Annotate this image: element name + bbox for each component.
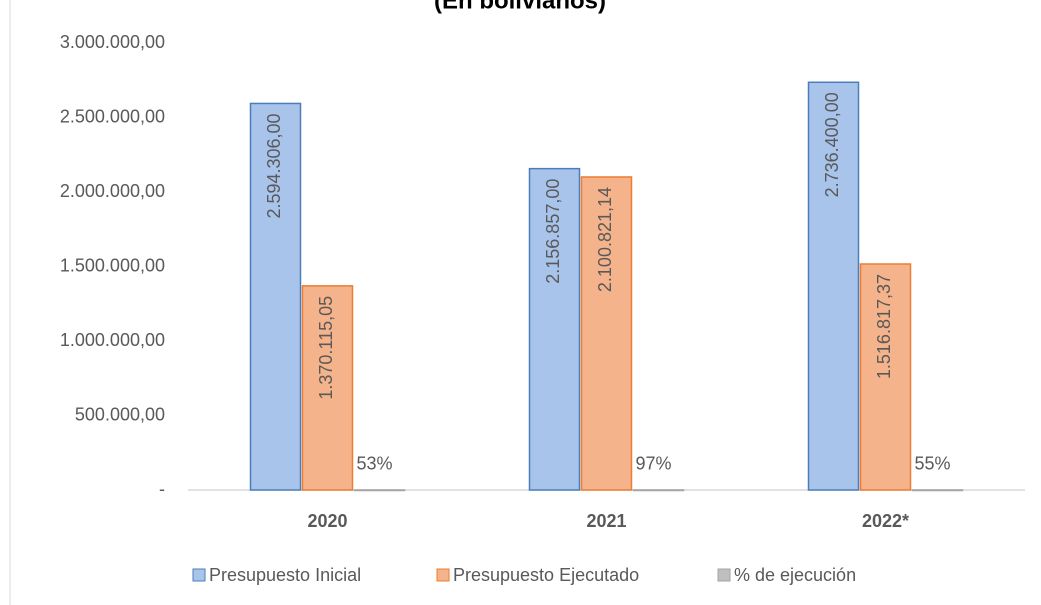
legend-label: % de ejecución [734,565,856,585]
x-tick-label: 2022* [862,511,909,531]
legend-swatch [436,568,450,582]
data-label: 1.370.115,05 [316,296,336,400]
bar [249,102,302,491]
y-tick-label: 1.000.000,00 [60,330,165,350]
x-tick-label: 2021 [586,511,626,531]
data-label: 2.100.821,14 [595,187,615,292]
y-tick-label: 1.500.000,00 [60,255,165,275]
chart-title: (En bolivianos) [434,0,606,14]
y-tick-label: 2.000.000,00 [60,181,165,201]
legend-swatch [717,568,731,582]
y-tick-label: 2.500.000,00 [60,106,165,126]
bar [301,285,354,491]
legend-label: Presupuesto Ejecutado [453,565,639,585]
bar [911,489,964,492]
bar [580,176,633,491]
bar [353,489,406,492]
data-label: 2.156.857,00 [543,179,563,284]
y-tick-label: 3.000.000,00 [60,32,165,52]
x-tick-label: 2020 [307,511,347,531]
data-label: 1.516.817,37 [874,274,894,379]
legend-label: Presupuesto Inicial [209,565,361,585]
bar [859,263,912,491]
y-tick-label: - [159,479,165,499]
data-label: 97% [636,454,672,474]
bar [528,167,581,491]
data-label: 2.736.400,00 [822,92,842,197]
data-label: 2.594.306,00 [264,113,284,218]
data-label: 55% [915,454,951,474]
data-label: 53% [357,454,393,474]
bar [807,81,860,491]
y-tick-label: 500.000,00 [75,404,165,424]
bar [632,489,685,492]
legend-swatch [192,568,206,582]
